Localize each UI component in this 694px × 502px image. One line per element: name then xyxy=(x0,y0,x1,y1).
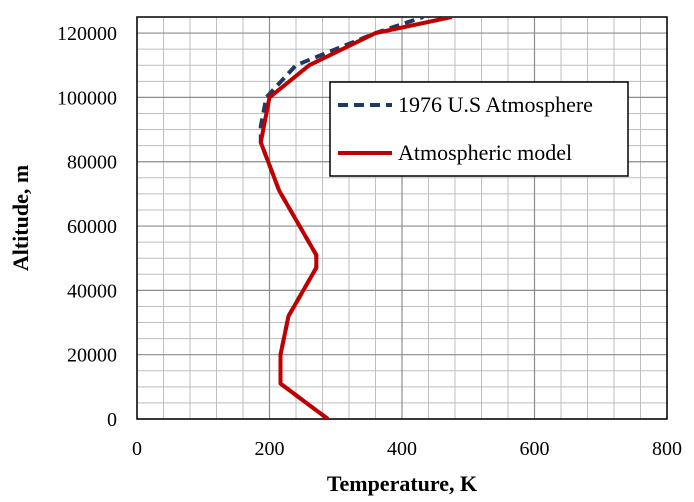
x-tick-label: 800 xyxy=(652,438,682,460)
y-axis-tick-labels: 0 20000 40000 60000 80000 100000 120000 xyxy=(57,23,117,431)
legend-label-us-atmosphere: 1976 U.S Atmosphere xyxy=(398,92,593,117)
series-layer xyxy=(258,17,453,419)
plot-area-border xyxy=(136,16,668,420)
y-tick-label: 0 xyxy=(107,409,117,431)
y-tick-label: 40000 xyxy=(67,280,117,302)
y-tick-label: 60000 xyxy=(67,216,117,238)
y-tick-label: 120000 xyxy=(57,23,117,45)
x-tick-label: 0 xyxy=(132,438,142,460)
y-tick-label: 100000 xyxy=(57,87,117,109)
y-axis-title: Altitude, m xyxy=(8,165,33,271)
y-tick-label: 80000 xyxy=(67,152,117,174)
x-axis-title: Temperature, K xyxy=(327,471,477,496)
y-tick-label: 20000 xyxy=(67,345,117,367)
x-axis-tick-labels: 0 200 400 600 800 xyxy=(132,438,682,460)
x-tick-label: 200 xyxy=(255,438,285,460)
series-line-atmospheric-model xyxy=(258,17,453,419)
legend: 1976 U.S Atmosphere Atmospheric model xyxy=(329,81,629,177)
x-tick-label: 400 xyxy=(387,438,417,460)
legend-label-atmospheric-model: Atmospheric model xyxy=(398,140,572,165)
legend-box xyxy=(329,81,629,177)
x-tick-label: 600 xyxy=(520,438,550,460)
